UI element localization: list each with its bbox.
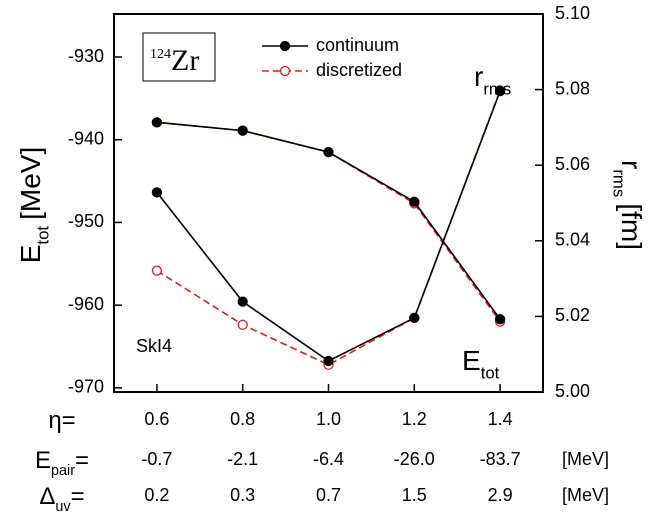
x-tick-label: 0.6 bbox=[144, 409, 169, 429]
legend-label: continuum bbox=[316, 35, 399, 55]
y-axis-unit: [MeV] bbox=[15, 147, 46, 220]
row-value: -83.7 bbox=[480, 449, 521, 469]
r-rms-label-sub: rms bbox=[483, 79, 511, 98]
y2-axis-label-main: r bbox=[616, 160, 647, 169]
nucleus-symbol: Zr bbox=[171, 44, 199, 77]
e-tot-label-main: E bbox=[462, 345, 481, 376]
row-eq: = bbox=[71, 483, 85, 510]
x-tick-label: 1.0 bbox=[316, 409, 341, 429]
data-point bbox=[409, 196, 420, 207]
row-value: 0.7 bbox=[316, 485, 341, 505]
y2-axis-label-sub: rms bbox=[610, 169, 629, 197]
e-tot-label-sub: tot bbox=[481, 363, 500, 382]
data-point bbox=[494, 314, 506, 325]
row-eq: = bbox=[62, 407, 76, 434]
data-point bbox=[323, 146, 334, 158]
data-point bbox=[237, 296, 248, 307]
row-value: 2.9 bbox=[488, 485, 513, 505]
nucleus-mass: 124 bbox=[150, 47, 171, 62]
row-label: Epair= bbox=[35, 447, 89, 479]
y2-tick-label: 5.02 bbox=[555, 305, 590, 325]
legend-marker bbox=[279, 65, 291, 77]
y-axis-label: Etot [MeV] bbox=[15, 147, 52, 264]
y2-axis-unit: [fm] bbox=[616, 203, 647, 250]
r-rms-label: rrms bbox=[474, 61, 511, 98]
y-tick-label: -950 bbox=[68, 211, 104, 231]
data-point bbox=[409, 312, 420, 324]
y-axis-label-sub: tot bbox=[33, 226, 52, 245]
row-value: 0.3 bbox=[230, 485, 255, 505]
force-label: SkI4 bbox=[136, 336, 172, 356]
y2-tick-label: 5.04 bbox=[555, 230, 590, 250]
r-rms-label-main: r bbox=[474, 61, 483, 92]
data-point bbox=[237, 125, 248, 136]
y-tick-label: -960 bbox=[68, 294, 104, 314]
legend-marker bbox=[279, 40, 291, 52]
y-axis-label-main: E bbox=[15, 245, 46, 264]
y2-tick-label: 5.08 bbox=[555, 78, 590, 98]
row-value: -6.4 bbox=[313, 449, 344, 469]
row-value: -0.7 bbox=[141, 449, 172, 469]
y2-tick-label: 5.06 bbox=[555, 154, 590, 174]
series-line bbox=[156, 90, 501, 362]
row-label-main: E bbox=[35, 447, 51, 474]
x-tick-label: 0.8 bbox=[230, 409, 255, 429]
row-label-sub: pair bbox=[51, 463, 75, 479]
legend-label: discretized bbox=[316, 60, 402, 80]
x-tick-label: 1.4 bbox=[488, 409, 513, 429]
y-tick-label: -940 bbox=[68, 128, 104, 148]
y2-tick-label: 5.00 bbox=[555, 381, 590, 401]
y2-tick-label: 5.10 bbox=[555, 3, 590, 23]
row-value: -2.1 bbox=[227, 449, 258, 469]
data-point bbox=[237, 319, 248, 330]
row-value: 0.2 bbox=[144, 485, 169, 505]
nucleus-box bbox=[142, 32, 216, 82]
nucleus-label: 124Zr bbox=[150, 44, 199, 77]
row-unit: [MeV] bbox=[562, 485, 609, 505]
row-label: Δuv= bbox=[39, 483, 84, 515]
row-eq: = bbox=[75, 447, 89, 474]
row-label-main: η bbox=[48, 407, 61, 434]
row-value: 1.5 bbox=[402, 485, 427, 505]
row-value: -26.0 bbox=[394, 449, 435, 469]
row-label-sub: uv bbox=[55, 499, 71, 515]
y-tick-label: -970 bbox=[68, 377, 104, 397]
row-label-main: Δ bbox=[39, 483, 55, 510]
e-tot-label: Etot bbox=[462, 345, 500, 382]
row-unit: [MeV] bbox=[562, 449, 609, 469]
x-tick-label: 1.2 bbox=[402, 409, 427, 429]
data-point bbox=[151, 117, 163, 128]
data-point bbox=[151, 187, 163, 198]
y2-axis-label: rrms [fm] bbox=[610, 160, 647, 250]
data-point bbox=[323, 355, 334, 367]
y-tick-label: -930 bbox=[68, 46, 104, 66]
row-label: η= bbox=[48, 407, 75, 434]
data-point bbox=[151, 265, 163, 276]
data-point bbox=[494, 85, 506, 97]
